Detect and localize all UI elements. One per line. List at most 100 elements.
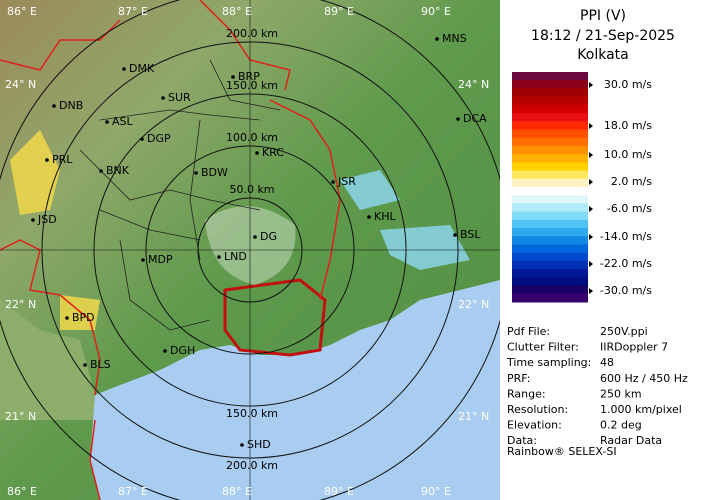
info-key: PRF: (507, 372, 530, 385)
color-band (512, 244, 588, 254)
footer: Rainbow® SELEX-SI (507, 445, 617, 458)
city-dot (453, 233, 457, 237)
color-band (512, 162, 588, 172)
city-label: JSD (37, 213, 57, 226)
lat-label: 24° N (5, 78, 36, 91)
legend-arrow (589, 234, 593, 240)
legend-arrow (589, 152, 593, 158)
color-band (512, 129, 588, 139)
echo (340, 170, 470, 270)
city-label: DNB (59, 99, 83, 112)
lat-label: 22° N (5, 298, 36, 311)
legend-label: -30.0 m/s (600, 284, 652, 297)
city-dot (45, 158, 49, 162)
color-band (512, 96, 588, 106)
color-band (512, 260, 588, 270)
city-label: DG (260, 230, 277, 243)
info-value: IIRDoppler 7 (600, 341, 668, 354)
lat-label: 22° N (458, 298, 489, 311)
legend-label: 30.0 m/s (604, 78, 652, 91)
legend-arrow (589, 123, 593, 129)
city-dot (31, 218, 35, 222)
title: PPI (V) (580, 8, 626, 24)
info-key: Elevation: (507, 419, 562, 432)
city-label: BDW (201, 166, 228, 179)
range-label: 100.0 km (226, 131, 278, 144)
legend-arrow (589, 179, 593, 185)
city-dot (141, 258, 145, 262)
legend-arrow (589, 288, 593, 294)
city-label: JSR (337, 175, 356, 188)
range-label: 50.0 km (229, 183, 274, 196)
range-label: 200.0 km (226, 459, 278, 472)
color-band (512, 285, 588, 295)
color-band (512, 277, 588, 287)
lon-label: 86° E (7, 5, 37, 18)
city-label: SUR (168, 91, 191, 104)
city-label: SHD (247, 438, 271, 451)
lon-label: 89° E (324, 485, 354, 498)
range-label: 200.0 km (226, 27, 278, 40)
city-dot (65, 316, 69, 320)
range-label: 150.0 km (226, 407, 278, 420)
legend-label: -22.0 m/s (600, 257, 652, 270)
city-label: BLS (90, 358, 111, 371)
city-dot (331, 180, 335, 184)
color-band (512, 219, 588, 229)
range-label: 150.0 km (226, 79, 278, 92)
land-shade (0, 300, 110, 420)
color-band (512, 195, 588, 204)
city-dot (105, 120, 109, 124)
legend-arrow (589, 82, 593, 88)
color-band (512, 137, 588, 147)
color-band (512, 293, 588, 303)
info-value: 250 km (600, 387, 642, 400)
lat-label: 24° N (458, 78, 489, 91)
city-dot (140, 137, 144, 141)
lat-label: 21° N (458, 410, 489, 423)
city-label: KHL (374, 210, 396, 223)
color-band (512, 154, 588, 163)
city-dot (99, 169, 103, 173)
info-key: Range: (507, 387, 546, 400)
city-dot (435, 37, 439, 41)
info-value: 0.2 deg (600, 419, 642, 432)
city-label: KRC (262, 146, 284, 159)
city-dot (217, 255, 221, 259)
city-dot (253, 235, 257, 239)
city-label: DGH (170, 344, 195, 357)
city-label: PRL (52, 153, 73, 166)
city-label: LND (224, 250, 247, 263)
color-band (512, 252, 588, 262)
city-label: ASL (112, 115, 134, 128)
city-dot (240, 443, 244, 447)
info-value: 250V.ppi (600, 325, 648, 338)
lon-label: 88° E (222, 485, 252, 498)
city-dot (83, 363, 87, 367)
color-band (512, 187, 588, 196)
city-label: BPD (72, 311, 95, 324)
site: Kolkata (577, 47, 628, 63)
city-dot (122, 67, 126, 71)
city-label: BNK (106, 164, 130, 177)
color-band (512, 236, 588, 245)
info-value: 48 (600, 356, 614, 369)
legend-label: -6.0 m/s (607, 202, 652, 215)
color-band (512, 121, 588, 130)
city-dot (255, 151, 259, 155)
legend-arrow (589, 261, 593, 267)
color-band (512, 178, 588, 188)
time: 18:12 / 21-Sep-2025 (531, 28, 675, 44)
city-dot (163, 349, 167, 353)
echo (223, 278, 327, 357)
echo (10, 130, 100, 330)
city-label: DCA (463, 112, 487, 125)
lon-label: 90° E (421, 485, 451, 498)
city-dot (194, 171, 198, 175)
legend-label: 10.0 m/s (604, 148, 652, 161)
legend-label: 18.0 m/s (604, 119, 652, 132)
city-label: BSL (460, 228, 481, 241)
sea (90, 280, 500, 500)
